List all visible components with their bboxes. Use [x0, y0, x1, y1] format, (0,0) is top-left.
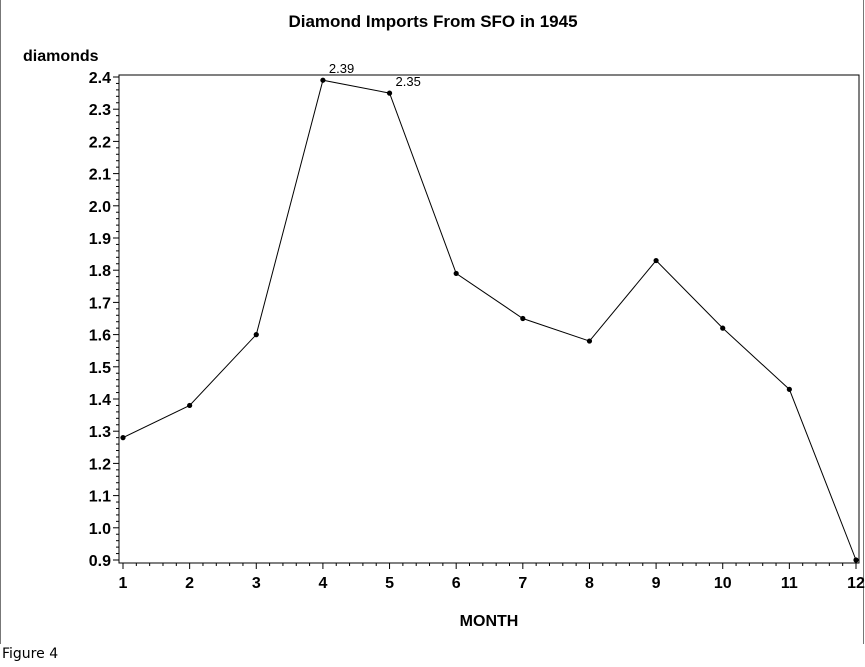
- x-tick-label: 12: [847, 575, 865, 592]
- data-point: [187, 402, 193, 409]
- line-chart: Diamond Imports From SFO in 1945 diamond…: [23, 12, 865, 630]
- y-tick-label: 0.9: [89, 553, 111, 570]
- data-point: [120, 435, 126, 441]
- chart-title: Diamond Imports From SFO in 1945: [288, 12, 577, 31]
- x-tick-label: 7: [518, 575, 527, 592]
- plot-area: [118, 74, 860, 564]
- y-tick-label: 2.2: [89, 134, 111, 151]
- x-tick-label: 5: [385, 575, 394, 592]
- x-axis-label: MONTH: [460, 613, 519, 630]
- x-axis: 1 2 3 4 5 6 7 8 9 10 11 12: [119, 563, 865, 592]
- y-tick-label: 1.4: [89, 392, 111, 409]
- data-point: [786, 386, 792, 392]
- data-series: [120, 77, 859, 563]
- data-point: [386, 90, 393, 96]
- figure-caption: Figure 4: [2, 646, 59, 662]
- point-labels: 2.39 2.35: [329, 61, 421, 89]
- x-tick-label: 6: [452, 575, 461, 592]
- y-tick-label: 1.6: [89, 328, 111, 345]
- data-point: [853, 557, 859, 563]
- y-tick-label: 1.9: [89, 231, 111, 248]
- x-tick-label: 2: [185, 575, 194, 592]
- y-tick-label: 1.3: [89, 424, 111, 441]
- x-tick-label: 10: [714, 575, 732, 592]
- x-tick-label: 4: [318, 575, 327, 592]
- y-tick-label: 2.3: [89, 102, 111, 119]
- y-tick-label: 2.1: [89, 167, 111, 184]
- data-point: [320, 77, 326, 83]
- figure-frame: Diamond Imports From SFO in 1945 diamond…: [0, 0, 865, 644]
- data-point: [520, 315, 526, 322]
- data-point: [653, 257, 659, 264]
- x-tick-label: 8: [585, 575, 594, 592]
- series-line: [122, 79, 857, 561]
- y-tick-label: 2.4: [89, 70, 111, 87]
- data-point: [453, 270, 459, 277]
- data-point: [253, 332, 259, 338]
- y-tick-label: 1.5: [89, 360, 111, 377]
- y-axis-label: diamonds: [23, 48, 99, 65]
- x-tick-label: 1: [119, 575, 128, 592]
- data-point: [720, 325, 726, 331]
- x-tick-label: 3: [252, 575, 261, 592]
- y-tick-label: 1.7: [89, 295, 111, 312]
- y-tick-label: 1.2: [89, 456, 111, 473]
- y-tick-label: 1.8: [89, 263, 111, 280]
- x-tick-label: 9: [652, 575, 661, 592]
- data-label: 2.35: [396, 74, 421, 89]
- y-tick-label: 2.0: [89, 199, 111, 216]
- y-tick-label: 1.0: [89, 521, 111, 538]
- y-axis: 0.9 1.0 1.1 1.2 1.3 1.4 1.5 1.6 1.7 1.8 1.9 2.0 2.1 2…: [89, 70, 119, 570]
- y-tick-label: 1.1: [89, 489, 111, 506]
- data-point: [586, 338, 593, 344]
- data-label: 2.39: [329, 61, 354, 76]
- x-tick-label: 11: [781, 575, 798, 592]
